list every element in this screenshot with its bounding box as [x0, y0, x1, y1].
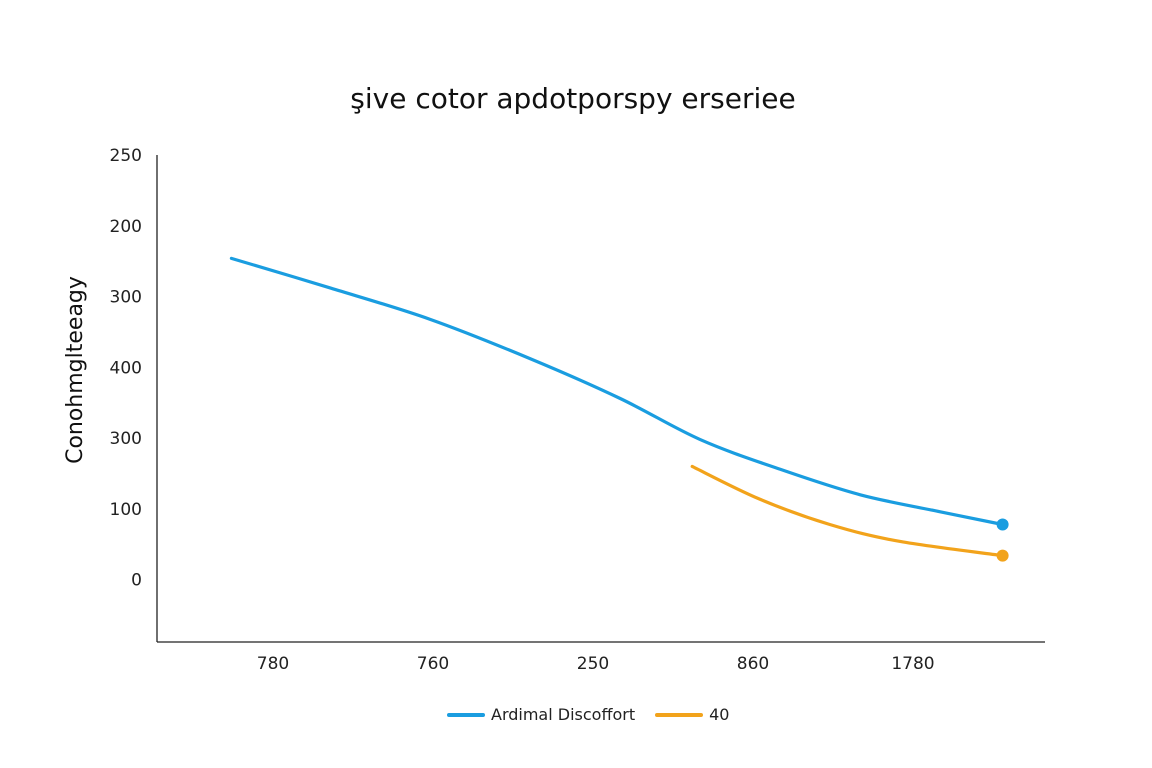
series-end-marker-1 — [996, 518, 1009, 531]
chart-title: şive cotor apdotporspy erseriee — [350, 82, 795, 115]
legend-label: 40 — [709, 705, 730, 724]
x-tick-label: 860 — [737, 654, 769, 674]
y-tick-label: 250 — [110, 146, 142, 166]
x-tick-label: 1780 — [891, 654, 934, 674]
y-tick-label: 0 — [131, 571, 142, 591]
series-line-2 — [690, 464, 1005, 558]
legend-swatch — [655, 712, 704, 717]
x-tick-label: 250 — [577, 654, 609, 674]
legend-item-series-1: Ardimal Discoffort — [447, 705, 635, 724]
legend-item-series-2: 40 — [655, 705, 729, 724]
y-tick-label: 100 — [110, 500, 142, 520]
y-tick-label: 200 — [110, 217, 142, 237]
x-tick-label: 780 — [257, 654, 289, 674]
x-tick-label: 760 — [417, 654, 449, 674]
series-end-marker-2 — [996, 549, 1009, 562]
legend: Ardimal Discoffort 40 — [447, 705, 749, 724]
y-axis-label: Conohmglteeagy — [63, 276, 88, 464]
series-line-1 — [229, 256, 1005, 527]
y-tick-label: 300 — [110, 288, 142, 308]
y-tick-label: 400 — [110, 358, 142, 378]
y-tick-label: 300 — [110, 429, 142, 449]
legend-label: Ardimal Discoffort — [491, 705, 636, 724]
legend-swatch — [447, 712, 485, 717]
